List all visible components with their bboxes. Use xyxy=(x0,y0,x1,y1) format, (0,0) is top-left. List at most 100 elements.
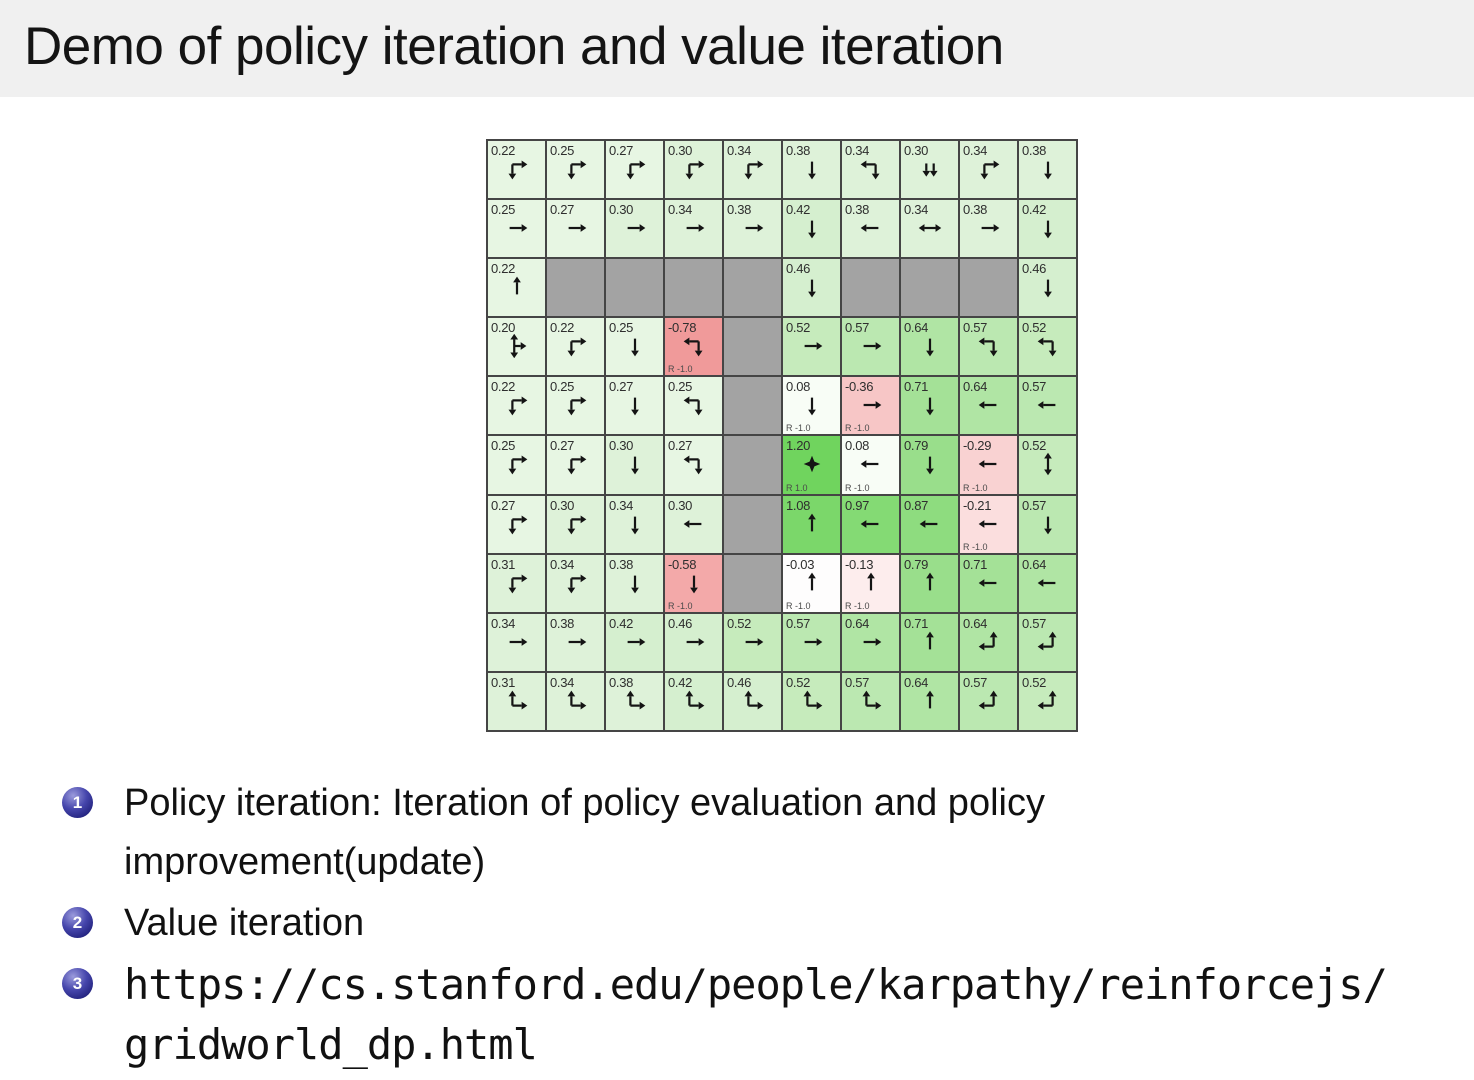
grid-cell[interactable]: 0.30 xyxy=(547,495,604,553)
grid-cell[interactable]: 0.38 xyxy=(606,672,663,730)
policy-arrow-icon xyxy=(800,275,824,299)
grid-cell[interactable]: 0.38 xyxy=(783,141,840,199)
grid-cell[interactable]: 0.64 xyxy=(1019,554,1076,612)
grid-cell[interactable]: 0.22 xyxy=(488,259,545,317)
grid-cell[interactable]: 0.52 xyxy=(1019,672,1076,730)
grid-cell[interactable]: 0.34 xyxy=(665,200,722,258)
grid-cell[interactable]: 0.27 xyxy=(547,200,604,258)
grid-cell[interactable]: 0.57 xyxy=(960,318,1017,376)
grid-cell[interactable]: 0.38 xyxy=(1019,141,1076,199)
grid-cell[interactable]: 0.25 xyxy=(488,436,545,494)
grid-cell[interactable]: 0.79 xyxy=(901,554,958,612)
grid-cell[interactable]: 0.38 xyxy=(842,200,899,258)
grid-cell[interactable]: 0.52 xyxy=(724,613,781,671)
grid-cell[interactable]: 0.64 xyxy=(842,613,899,671)
grid-cell[interactable]: 0.34 xyxy=(960,141,1017,199)
policy-arrow-icon xyxy=(918,630,942,654)
grid-cell[interactable]: 0.22 xyxy=(488,141,545,199)
grid-cell[interactable]: 0.34 xyxy=(842,141,899,199)
grid-cell[interactable]: 0.79 xyxy=(901,436,958,494)
grid-cell[interactable]: 0.71 xyxy=(901,377,958,435)
bullet-item-policy-iteration: 1 Policy iteration: Iteration of policy … xyxy=(62,774,1442,892)
policy-arrow-icon xyxy=(977,334,1001,358)
grid-cell[interactable]: 0.31 xyxy=(488,554,545,612)
grid-cell[interactable]: 0.38 xyxy=(960,200,1017,258)
grid-cell[interactable]: 0.34 xyxy=(488,613,545,671)
cell-value: 0.52 xyxy=(786,674,811,690)
grid-cell[interactable]: 0.64 xyxy=(960,377,1017,435)
grid-cell[interactable]: 0.57 xyxy=(960,672,1017,730)
grid-cell[interactable]: 0.34 xyxy=(901,200,958,258)
grid-cell[interactable]: 0.27 xyxy=(606,141,663,199)
grid-cell[interactable]: 0.64 xyxy=(901,672,958,730)
grid-cell[interactable]: -0.29 R -1.0 xyxy=(960,436,1017,494)
grid-cell[interactable]: 0.38 xyxy=(547,613,604,671)
grid-cell[interactable]: 0.46 xyxy=(665,613,722,671)
grid-cell[interactable]: 0.25 xyxy=(488,200,545,258)
grid-cell[interactable]: 0.46 xyxy=(783,259,840,317)
grid-cell[interactable]: 0.71 xyxy=(960,554,1017,612)
grid-cell[interactable]: 0.57 xyxy=(1019,613,1076,671)
grid-cell[interactable]: 0.34 xyxy=(547,554,604,612)
reward-label: R -1.0 xyxy=(668,364,693,375)
grid-cell[interactable]: 1.08 xyxy=(783,495,840,553)
grid-cell[interactable]: 0.08 R -1.0 xyxy=(842,436,899,494)
grid-cell[interactable]: 0.25 xyxy=(665,377,722,435)
grid-cell[interactable]: 0.46 xyxy=(724,672,781,730)
grid-cell[interactable]: -0.03 R -1.0 xyxy=(783,554,840,612)
grid-cell[interactable]: 0.30 xyxy=(901,141,958,199)
grid-cell[interactable]: 0.34 xyxy=(606,495,663,553)
grid-cell[interactable]: 0.22 xyxy=(488,377,545,435)
grid-cell[interactable]: 0.57 xyxy=(842,672,899,730)
grid-cell[interactable]: 0.57 xyxy=(1019,495,1076,553)
grid-cell[interactable]: 0.20 xyxy=(488,318,545,376)
grid-cell[interactable]: 0.64 xyxy=(960,613,1017,671)
grid-cell[interactable]: 1.20 R 1.0 xyxy=(783,436,840,494)
grid-cell[interactable]: -0.13 R -1.0 xyxy=(842,554,899,612)
grid-cell[interactable]: 0.46 xyxy=(1019,259,1076,317)
grid-cell[interactable]: 0.57 xyxy=(1019,377,1076,435)
grid-cell[interactable]: 0.34 xyxy=(724,141,781,199)
grid-cell[interactable]: -0.36 R -1.0 xyxy=(842,377,899,435)
grid-cell[interactable]: 0.25 xyxy=(547,141,604,199)
grid-cell[interactable]: -0.58 R -1.0 xyxy=(665,554,722,612)
grid-cell[interactable]: 0.30 xyxy=(665,141,722,199)
grid-cell[interactable]: 0.30 xyxy=(665,495,722,553)
grid-cell[interactable]: 0.57 xyxy=(783,613,840,671)
policy-arrow-icon xyxy=(741,630,765,654)
grid-cell[interactable]: 0.42 xyxy=(783,200,840,258)
grid-cell[interactable]: 0.25 xyxy=(547,377,604,435)
grid-cell[interactable]: 0.31 xyxy=(488,672,545,730)
grid-cell[interactable]: 0.52 xyxy=(1019,318,1076,376)
grid-cell[interactable]: 0.38 xyxy=(606,554,663,612)
grid-cell[interactable]: 0.34 xyxy=(547,672,604,730)
grid-cell[interactable]: 0.30 xyxy=(606,200,663,258)
grid-cell[interactable]: 0.38 xyxy=(724,200,781,258)
grid-cell[interactable]: -0.21 R -1.0 xyxy=(960,495,1017,553)
grid-cell[interactable]: 0.52 xyxy=(783,318,840,376)
grid-cell[interactable]: 0.27 xyxy=(547,436,604,494)
grid-cell[interactable]: 0.25 xyxy=(606,318,663,376)
cell-value: 0.08 xyxy=(786,379,811,395)
policy-arrow-icon xyxy=(623,630,647,654)
grid-cell[interactable]: 0.08 R -1.0 xyxy=(783,377,840,435)
grid-cell[interactable]: 0.42 xyxy=(606,613,663,671)
policy-arrow-icon xyxy=(918,512,942,536)
policy-arrow-icon xyxy=(800,630,824,654)
grid-cell[interactable]: 0.52 xyxy=(1019,436,1076,494)
grid-cell[interactable]: 0.22 xyxy=(547,318,604,376)
grid-cell[interactable]: 0.27 xyxy=(488,495,545,553)
grid-cell[interactable]: 0.57 xyxy=(842,318,899,376)
grid-cell[interactable]: -0.78 R -1.0 xyxy=(665,318,722,376)
grid-cell[interactable]: 0.71 xyxy=(901,613,958,671)
grid-cell[interactable]: 0.27 xyxy=(665,436,722,494)
grid-cell[interactable]: 0.27 xyxy=(606,377,663,435)
grid-cell[interactable]: 0.30 xyxy=(606,436,663,494)
grid-cell[interactable]: 0.42 xyxy=(665,672,722,730)
grid-cell[interactable]: 0.64 xyxy=(901,318,958,376)
grid-cell[interactable]: 0.42 xyxy=(1019,200,1076,258)
grid-cell[interactable]: 0.87 xyxy=(901,495,958,553)
grid-cell[interactable]: 0.52 xyxy=(783,672,840,730)
cell-value: 0.34 xyxy=(727,143,752,158)
grid-cell[interactable]: 0.97 xyxy=(842,495,899,553)
